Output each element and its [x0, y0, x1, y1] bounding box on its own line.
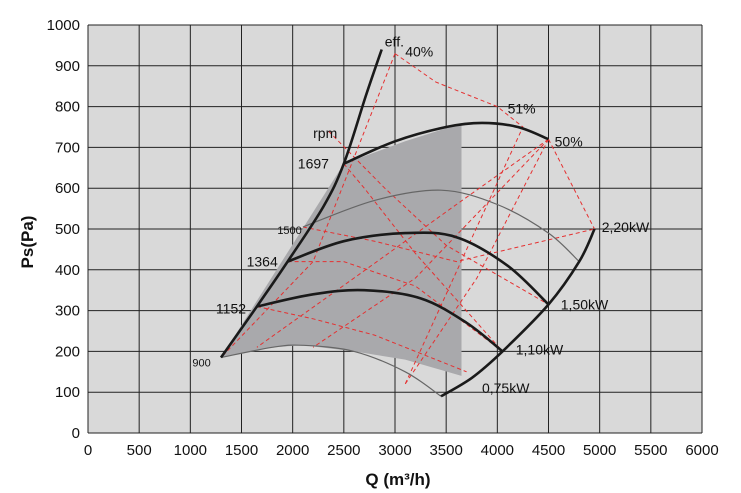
- x-tick-label: 5000: [583, 442, 616, 459]
- y-tick-label: 500: [55, 221, 80, 238]
- efficiency-line-eff-c: [343, 163, 503, 352]
- x-tick-label: 3500: [429, 442, 462, 459]
- operating-region: [221, 122, 462, 376]
- x-tick-label: 2500: [327, 442, 360, 459]
- annotation-label: rpm: [313, 125, 337, 141]
- annotations: eff.40% 51% 50% rpm 1697 1500 1364 1152 900 2,20k…: [192, 33, 650, 396]
- annotation-label: 51%: [508, 101, 536, 117]
- annotation-label: 40%: [405, 44, 433, 60]
- efficiency-line-eff-h: [312, 138, 549, 348]
- boundary-right-limit: [440, 228, 596, 398]
- x-tick-label: 1500: [225, 442, 258, 459]
- x-axis-label: Q (m³/h): [365, 470, 430, 489]
- annotation-label: 1500: [277, 225, 301, 237]
- efficiency-line-eff-e: [287, 261, 503, 352]
- operating-region-fill: [221, 122, 462, 376]
- y-tick-label: 900: [55, 58, 80, 75]
- efficiency-lines: [220, 53, 595, 385]
- annotation-label: 0,75kW: [482, 380, 530, 396]
- annotation-label: 2,20kW: [602, 219, 650, 235]
- x-tick-label: 4500: [532, 442, 565, 459]
- x-tick-label: 3000: [378, 442, 411, 459]
- grid: [87, 24, 703, 434]
- efficiency-line-eff-g: [302, 226, 595, 263]
- efficiency-line-eff-d: [328, 130, 549, 305]
- annotation-label: 50%: [555, 133, 583, 149]
- speed-curve-900: [220, 344, 442, 397]
- y-tick-label: 800: [55, 99, 80, 116]
- y-tick-label: 600: [55, 180, 80, 197]
- annotation-label: 1364: [247, 254, 278, 270]
- annotation-label: 1,50kW: [561, 296, 609, 312]
- speed-curve-1697: [343, 121, 549, 165]
- annotation-label: 1152: [216, 301, 246, 317]
- boundary-left-limit: [219, 49, 383, 359]
- efficiency-line-50%: [548, 138, 595, 230]
- x-tick-label: 500: [127, 442, 152, 459]
- y-tick-label: 700: [55, 139, 80, 156]
- y-tick-label: 400: [55, 262, 80, 279]
- x-tick-label: 6000: [685, 442, 718, 459]
- speed-curve-1152: [256, 288, 504, 353]
- annotation-label: 1,10kW: [516, 341, 564, 357]
- speed-curves: [219, 49, 596, 398]
- efficiency-line-51%: [394, 53, 524, 385]
- annotation-label: 1697: [298, 156, 329, 172]
- x-tick-label: 0: [84, 442, 92, 459]
- x-tick-labels: 0 500 1000 1500 2000 2500 3000 3500 4000 4500 5000…: [84, 442, 719, 459]
- y-tick-label: 1000: [47, 17, 80, 34]
- y-tick-label: 0: [72, 425, 80, 442]
- y-tick-label: 200: [55, 343, 80, 360]
- annotation-label: eff.: [385, 33, 404, 49]
- efficiency-line-eff-a: [256, 138, 549, 348]
- x-tick-label: 1000: [174, 442, 207, 459]
- y-axis-label: Ps(Pa): [18, 216, 37, 269]
- efficiency-line-eff-b: [404, 138, 549, 385]
- x-tick-label: 5500: [634, 442, 667, 459]
- x-tick-label: 2000: [276, 442, 309, 459]
- annotation-label: 900: [192, 358, 210, 370]
- speed-curve-1500: [302, 189, 580, 263]
- y-tick-label: 100: [55, 384, 80, 401]
- thin-speed-curves: [220, 189, 580, 397]
- efficiency-line-eff-f: [256, 306, 467, 373]
- y-tick-label: 300: [55, 303, 80, 320]
- y-tick-labels: 0 100 200 300 400 500 600 700 800 900 1000: [47, 17, 80, 442]
- x-tick-label: 4000: [481, 442, 514, 459]
- speed-curve-1364: [287, 231, 550, 306]
